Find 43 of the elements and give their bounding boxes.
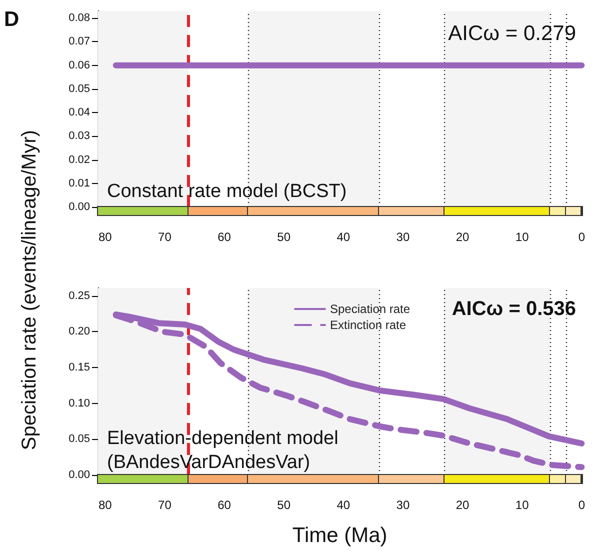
legend-label: Extinction rate xyxy=(330,318,406,332)
y-tick-label: 0.06 xyxy=(68,59,90,72)
x-tick-label: 50 xyxy=(277,498,291,512)
annotation: AICω = 0.536 xyxy=(452,298,576,321)
y-tick-label: 0.15 xyxy=(68,362,90,374)
x-tick-label: 70 xyxy=(158,498,172,512)
annotation: (BAndesVarDAndesVar) xyxy=(107,452,310,474)
x-tick-label: 60 xyxy=(218,230,232,244)
x-tick-label: 40 xyxy=(336,498,350,512)
x-tick-label: 80 xyxy=(98,230,112,244)
y-tick-label: 0.01 xyxy=(68,177,90,190)
x-tick-label: 60 xyxy=(218,498,232,512)
annotation: AICω = 0.279 xyxy=(448,22,576,46)
x-tick-label: 0 xyxy=(578,230,586,244)
y-tick-label: 0.00 xyxy=(68,201,90,213)
x-tick-label: 20 xyxy=(456,230,470,244)
legend-label: Speciation rate xyxy=(330,302,410,316)
y-tick-label: 0.02 xyxy=(68,154,90,166)
annotation: Elevation-dependent model xyxy=(107,428,338,450)
y-tick-label: 0.05 xyxy=(68,82,90,95)
y-tick-label: 0.07 xyxy=(68,36,90,48)
x-tick-label: 30 xyxy=(396,498,410,512)
y-tick-label: 0.25 xyxy=(68,290,90,302)
y-tick-label: 0.00 xyxy=(68,469,90,481)
x-axis-title: Time (Ma) xyxy=(292,524,388,547)
y-tick-label: 0.08 xyxy=(68,12,90,24)
y-tick-label: 0.03 xyxy=(68,130,90,142)
x-tick-label: 20 xyxy=(456,498,470,512)
x-tick-label: 70 xyxy=(158,230,172,244)
x-tick-label: 0 xyxy=(578,498,586,512)
x-tick-label: 10 xyxy=(515,498,530,512)
x-tick-label: 40 xyxy=(336,230,350,244)
x-tick-label: 80 xyxy=(98,498,112,512)
y-tick-label: 0.20 xyxy=(68,326,90,338)
y-axis-title: Speciation rate (events/lineage/Myr) xyxy=(18,130,42,450)
annotation: Constant rate model (BCST) xyxy=(107,181,347,203)
y-tick-label: 0.04 xyxy=(68,106,90,119)
x-tick-label: 50 xyxy=(277,230,291,244)
y-tick-label: 0.10 xyxy=(68,397,90,410)
x-tick-label: 10 xyxy=(515,230,530,244)
text: D xyxy=(4,8,20,32)
y-tick-label: 0.05 xyxy=(68,433,90,446)
x-tick-label: 30 xyxy=(396,230,410,244)
